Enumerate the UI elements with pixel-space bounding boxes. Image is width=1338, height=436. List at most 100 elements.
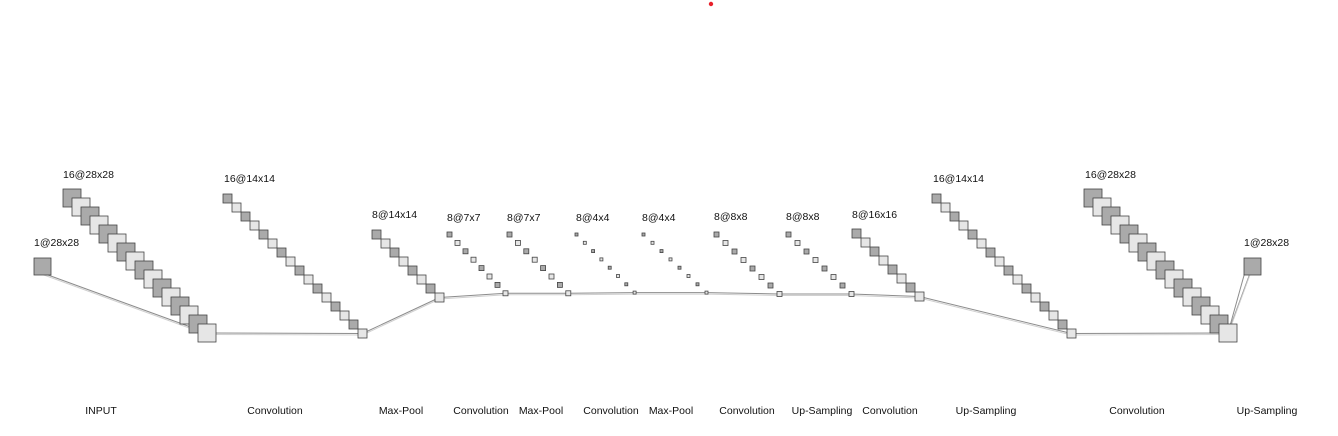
feature-map <box>731 248 738 255</box>
feature-map <box>330 301 341 312</box>
feature-map <box>321 292 332 303</box>
layer-dims-label: 16@14x14 <box>224 173 275 185</box>
connection-line <box>568 293 635 296</box>
layer-14-maps <box>1243 257 1262 276</box>
connection-line <box>1227 268 1247 334</box>
layer-dims-label: 8@7x7 <box>507 212 541 224</box>
feature-map <box>677 265 682 270</box>
feature-map <box>812 257 819 263</box>
operation-label: Max-Pool <box>649 405 693 417</box>
feature-map <box>540 265 546 272</box>
layer-dims-label: 8@4x4 <box>576 212 610 224</box>
feature-map <box>1057 319 1068 330</box>
operation-label: Max-Pool <box>379 405 423 417</box>
feature-map <box>222 193 233 204</box>
layer-1-maps <box>33 257 52 276</box>
layer-dims-label: 8@8x8 <box>786 211 820 223</box>
feature-map <box>258 229 269 240</box>
feature-map <box>312 283 323 294</box>
feature-map <box>776 291 783 297</box>
layer-9-maps <box>713 231 783 297</box>
feature-map <box>339 310 350 321</box>
connection-line <box>1227 267 1253 335</box>
layer-dims-label: 1@28x28 <box>34 237 79 249</box>
feature-map <box>197 323 217 343</box>
feature-map <box>686 274 691 278</box>
connection-line <box>33 270 208 335</box>
feature-map <box>860 237 871 248</box>
feature-map <box>607 265 612 270</box>
feature-map <box>1218 323 1238 343</box>
feature-map <box>967 229 978 240</box>
layer-7-maps <box>574 232 637 295</box>
connection-line <box>206 332 363 334</box>
layer-4-maps <box>371 229 445 303</box>
layer-dims-label: 16@14x14 <box>933 173 984 185</box>
operation-label: Max-Pool <box>519 405 563 417</box>
operation-label: Convolution <box>247 405 303 417</box>
feature-map <box>548 273 555 280</box>
feature-map <box>668 257 673 262</box>
feature-map <box>641 232 646 237</box>
feature-map <box>502 290 509 297</box>
operation-label: Convolution <box>583 405 639 417</box>
feature-map <box>767 282 774 289</box>
feature-map <box>940 202 951 213</box>
connection-line <box>33 269 208 334</box>
feature-maps <box>33 188 1262 343</box>
feature-map <box>531 256 538 263</box>
feature-map <box>1021 283 1032 294</box>
layer-dims-label: 8@14x14 <box>372 209 417 221</box>
feature-map <box>380 238 391 249</box>
feature-map <box>240 211 251 222</box>
feature-map <box>976 238 987 249</box>
dimension-labels: 1@28x28 16@28x28 16@14x14 8@14x14 8@7x7 8@7x7… <box>34 169 1289 249</box>
connection-line <box>919 296 1072 334</box>
feature-map <box>624 282 629 287</box>
marker-dot <box>708 1 714 7</box>
operation-labels: INPUT Convolution Max-Pool Convolution Max-P… <box>85 405 1297 417</box>
feature-map <box>985 247 996 258</box>
feature-map <box>389 247 400 258</box>
layer-3-maps <box>222 193 368 339</box>
feature-map <box>758 274 765 280</box>
connection-line <box>919 297 1072 336</box>
operation-label: Convolution <box>1109 405 1165 417</box>
operation-label: INPUT <box>85 405 117 417</box>
feature-map <box>591 249 595 254</box>
feature-map <box>1048 310 1059 321</box>
connection-line <box>706 293 780 296</box>
connection-line <box>439 294 506 300</box>
operation-label: Up-Sampling <box>792 405 853 417</box>
feature-map <box>285 256 296 267</box>
feature-map <box>821 265 828 272</box>
feature-map <box>958 220 969 231</box>
layer-dims-label: 8@4x4 <box>642 212 676 224</box>
connection-line <box>206 334 363 336</box>
feature-map <box>994 256 1005 267</box>
layer-13-maps <box>1083 188 1238 343</box>
feature-map <box>407 265 418 276</box>
feature-map <box>371 229 382 240</box>
layer-dims-label: 8@16x16 <box>852 209 897 221</box>
feature-map <box>803 248 810 255</box>
layer-5-maps <box>446 231 509 297</box>
feature-map <box>434 292 445 303</box>
feature-map <box>749 265 756 272</box>
feature-map <box>303 274 314 285</box>
feature-map <box>650 240 655 245</box>
feature-map <box>494 281 501 288</box>
feature-map <box>659 249 664 254</box>
feature-map <box>582 240 587 245</box>
connection-line <box>1071 332 1229 334</box>
connection-line <box>1071 334 1229 336</box>
feature-map <box>276 247 287 258</box>
feature-map <box>446 231 453 238</box>
operation-label: Convolution <box>719 405 775 417</box>
feature-map <box>722 240 729 246</box>
layer-6-maps <box>506 231 572 297</box>
feature-map <box>294 265 305 276</box>
feature-map <box>896 273 907 284</box>
feature-map <box>574 232 579 237</box>
feature-map <box>454 239 461 246</box>
